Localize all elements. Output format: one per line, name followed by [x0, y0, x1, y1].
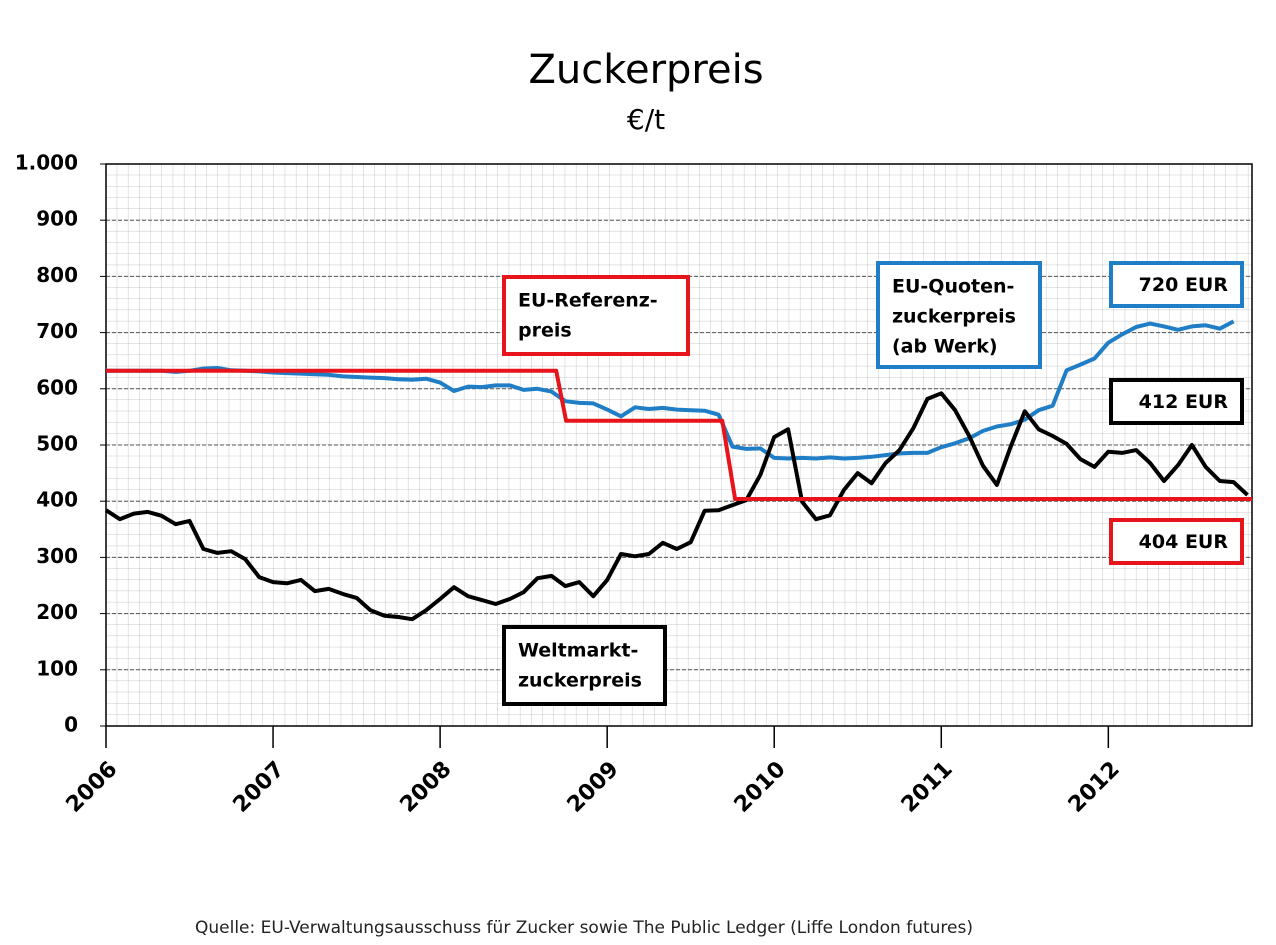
series-line: [106, 368, 1252, 501]
y-tick-label: 800: [36, 263, 78, 287]
annotation-box: [1109, 518, 1244, 565]
y-tick-label: 900: [36, 207, 78, 231]
y-tick-label: 0: [64, 713, 78, 737]
annotation-box: [1109, 378, 1244, 425]
annotation-box: [1109, 261, 1244, 308]
y-tick-label: 400: [36, 488, 78, 512]
x-tick-label: 2012: [1064, 757, 1125, 818]
y-tick-label: 300: [36, 544, 78, 568]
x-tick-label: 2011: [897, 757, 958, 818]
annotation-box: [502, 275, 690, 356]
series-line: [104, 391, 1249, 622]
chart-title: Zuckerpreis: [528, 47, 763, 93]
annotation-text: zuckerpreis: [892, 306, 1016, 328]
series-line: [106, 319, 1235, 461]
annotation-text: (ab Werk): [892, 336, 998, 358]
annotation-text: Weltmarkt-: [518, 640, 638, 662]
annotation-box: [502, 625, 667, 706]
annotation-text: zuckerpreis: [518, 670, 642, 692]
x-tick-label: 2007: [229, 757, 290, 818]
y-tick-label: 100: [36, 656, 78, 680]
annotation-text: 720 EUR: [1139, 274, 1229, 296]
y-tick-label: 200: [36, 600, 78, 624]
annotation-box: [876, 261, 1042, 369]
x-tick-label: 2008: [396, 757, 457, 818]
y-tick-label: 1.000: [15, 151, 78, 175]
plot-frame: [105, 163, 1253, 727]
y-tick-label: 600: [36, 375, 78, 399]
annotation-text: preis: [518, 320, 572, 342]
x-tick-label: 2006: [62, 757, 123, 818]
source: Quelle: EU-Verwaltungsausschuss für Zuck…: [195, 918, 973, 938]
y-tick-label: 500: [36, 432, 78, 456]
annotation-text: EU-Quoten-: [892, 276, 1014, 298]
annotation-text: 404 EUR: [1139, 531, 1229, 553]
chart-subtitle: €/t: [627, 103, 665, 136]
annotation-text: 412 EUR: [1139, 391, 1229, 413]
x-tick-label: 2010: [730, 757, 791, 818]
x-tick-label: 2009: [563, 757, 624, 818]
annotation-text: EU-Referenz-: [518, 290, 658, 312]
y-tick-label: 700: [36, 319, 78, 343]
